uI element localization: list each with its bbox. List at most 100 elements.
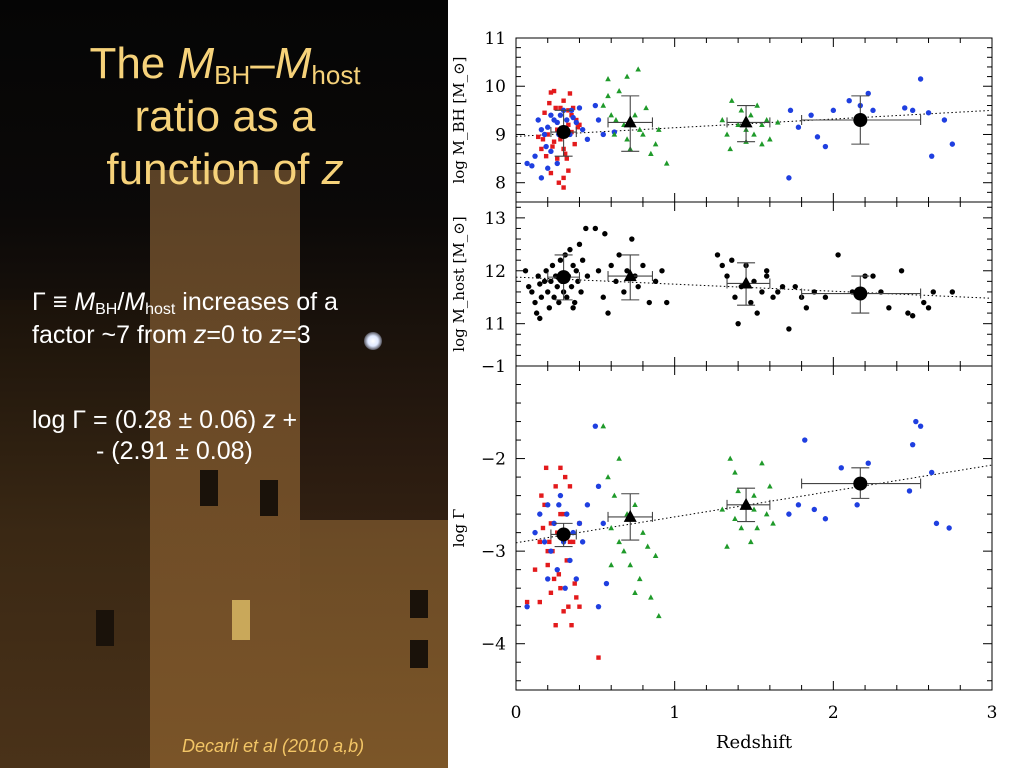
bottom-point-green bbox=[600, 423, 607, 429]
x-tick-label: 1 bbox=[669, 703, 680, 723]
bottom-mean-circle bbox=[556, 527, 571, 542]
def-sub-bh: BH bbox=[95, 301, 118, 318]
middle-point-black bbox=[763, 273, 770, 279]
middle-point-black bbox=[537, 281, 543, 287]
bottom-point-green bbox=[738, 525, 745, 531]
bottom-point-green bbox=[727, 455, 733, 461]
bottom-point-red bbox=[545, 562, 550, 568]
bottom-point-green bbox=[748, 538, 754, 545]
middle-point-black bbox=[556, 299, 562, 306]
bottom-point-red bbox=[569, 623, 574, 628]
top-point-red bbox=[567, 91, 573, 96]
middle-point-black bbox=[732, 294, 738, 300]
bottom-point-blue bbox=[554, 566, 560, 573]
bottom-point-blue bbox=[545, 502, 551, 508]
bottom-point-blue bbox=[557, 492, 564, 499]
top-point-blue bbox=[538, 175, 545, 181]
middle-point-black bbox=[664, 299, 670, 306]
bottom-point-green bbox=[732, 515, 738, 521]
top-point-green bbox=[608, 112, 614, 118]
bottom-point-red bbox=[537, 539, 542, 545]
top-point-green bbox=[635, 66, 641, 72]
top-point-green bbox=[624, 73, 630, 79]
middle-point-black bbox=[724, 273, 730, 279]
top-point-red bbox=[558, 137, 563, 142]
def-sub-host: host bbox=[145, 301, 176, 318]
top-point-blue bbox=[814, 134, 821, 140]
top-point-blue bbox=[545, 165, 551, 171]
top-ytick-label: 8 bbox=[495, 174, 506, 194]
citation: Decarli et al (2010 a,b) bbox=[182, 736, 365, 756]
formula-a: log Γ = (0.28 ± 0.06) bbox=[32, 406, 264, 434]
top-point-red bbox=[561, 98, 566, 103]
bottom-point-red bbox=[574, 595, 579, 600]
bottom-point-blue bbox=[595, 483, 602, 490]
bottom-point-red bbox=[545, 548, 550, 554]
middle-point-black bbox=[549, 262, 556, 269]
def-m-host: M bbox=[124, 288, 146, 316]
bottom-point-green bbox=[611, 492, 618, 498]
def-z1: z bbox=[193, 321, 207, 349]
top-point-blue bbox=[949, 141, 956, 147]
bottom-point-red bbox=[539, 493, 544, 498]
middle-point-black bbox=[925, 305, 932, 311]
bottom-point-blue bbox=[822, 516, 829, 522]
bottom-point-blue bbox=[584, 502, 591, 508]
middle-point-black bbox=[578, 289, 584, 295]
formula-line2: - (2.91 ± 0.08) bbox=[96, 437, 253, 466]
bottom-point-green bbox=[627, 562, 634, 568]
top-mean-triangle bbox=[739, 115, 753, 128]
top-mean-circle bbox=[853, 113, 868, 127]
middle-point-black bbox=[624, 268, 630, 274]
bottom-ytick-label: −4 bbox=[481, 635, 506, 655]
castle-tower bbox=[150, 170, 300, 768]
middle-point-black bbox=[613, 278, 619, 285]
top-point-green bbox=[636, 126, 643, 132]
top-point-blue bbox=[929, 153, 935, 159]
top-point-green bbox=[648, 150, 654, 156]
bottom-point-red bbox=[558, 585, 563, 591]
bottom-point-blue bbox=[913, 418, 919, 425]
middle-point-black bbox=[595, 268, 602, 274]
top-point-blue bbox=[532, 153, 538, 159]
bottom-point-blue bbox=[532, 529, 538, 536]
title-text: The bbox=[89, 39, 178, 88]
def-z2: z bbox=[269, 321, 283, 349]
bottom-point-green bbox=[616, 538, 622, 545]
top-point-blue bbox=[870, 107, 876, 114]
top-point-blue bbox=[795, 124, 802, 130]
middle-point-black bbox=[548, 278, 554, 285]
top-point-blue bbox=[846, 98, 852, 104]
bottom-point-blue bbox=[541, 539, 548, 545]
title-dash: – bbox=[250, 39, 275, 88]
middle-point-black bbox=[584, 273, 591, 279]
middle-point-black bbox=[564, 294, 570, 300]
bottom-point-green bbox=[608, 525, 614, 531]
middle-y-axis-label: log M_host [M_⊙] bbox=[450, 216, 468, 351]
bottom-point-blue bbox=[573, 576, 579, 582]
top-point-red bbox=[561, 185, 566, 190]
middle-point-black bbox=[570, 262, 576, 269]
top-point-red bbox=[553, 105, 558, 111]
top-point-red bbox=[545, 132, 550, 137]
bottom-point-red bbox=[564, 558, 569, 563]
x-axis-label: Redshift bbox=[716, 732, 793, 753]
top-point-green bbox=[738, 107, 745, 113]
bottom-point-red bbox=[570, 539, 576, 545]
top-point-blue bbox=[584, 136, 591, 142]
top-point-red bbox=[548, 90, 554, 95]
middle-point-black bbox=[735, 320, 741, 327]
bottom-point-red bbox=[548, 521, 554, 526]
bottom-point-green bbox=[751, 506, 757, 512]
top-point-green bbox=[735, 121, 741, 128]
top-point-blue bbox=[535, 117, 541, 123]
bottom-mean-circle bbox=[853, 476, 868, 491]
middle-point-black bbox=[629, 236, 635, 242]
bottom-point-blue bbox=[548, 548, 554, 554]
bottom-point-green bbox=[621, 548, 627, 554]
bottom-point-red bbox=[543, 465, 549, 471]
middle-point-black bbox=[557, 257, 564, 263]
top-point-red bbox=[547, 100, 552, 106]
top-point-red bbox=[556, 180, 562, 185]
